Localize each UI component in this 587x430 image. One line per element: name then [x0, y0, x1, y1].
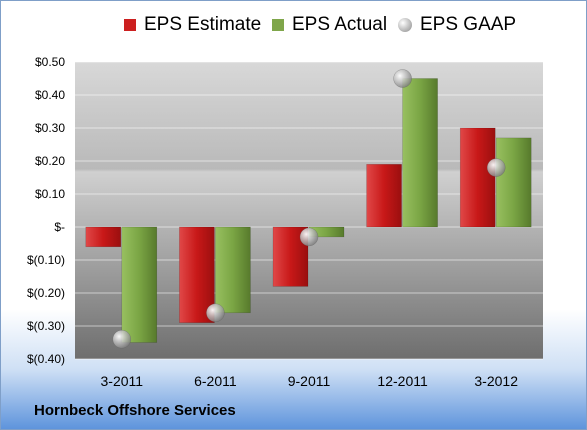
legend-swatch-eps-actual [272, 19, 284, 31]
point-eps-gaap [112, 329, 132, 349]
legend-marker-eps-gaap [398, 18, 412, 32]
y-tick-label: $0.50 [35, 55, 65, 69]
point-eps-gaap [393, 69, 412, 88]
y-tick-label: $(0.30) [27, 319, 65, 333]
y-tick-label: $0.30 [35, 121, 65, 135]
point-eps-gaap [486, 158, 506, 177]
y-tick-label: $(0.20) [27, 286, 65, 300]
bar-eps-actual [121, 226, 158, 343]
bar-eps-actual [402, 78, 438, 228]
x-tick-label: 3-2012 [474, 373, 518, 389]
legend-label-eps-actual: EPS Actual [292, 14, 388, 35]
y-tick-label: $0.40 [35, 88, 65, 102]
legend-label-eps-gaap: EPS GAAP [420, 14, 517, 35]
legend-swatch-eps-estimate [124, 19, 136, 31]
y-tick-label: $(0.40) [27, 352, 65, 366]
x-tick-label: 12-2011 [377, 373, 428, 389]
legend-item-eps-gaap: EPS GAAP [398, 14, 516, 36]
y-tick-label: $0.10 [35, 187, 65, 201]
legend-item-eps-estimate: EPS Estimate [124, 14, 261, 36]
bar-eps-estimate [85, 226, 122, 248]
y-tick-label: $- [54, 220, 65, 234]
point-eps-gaap [299, 227, 319, 247]
x-tick-label: 6-2011 [194, 373, 237, 389]
y-tick-label: $(0.10) [27, 253, 65, 267]
bar-eps-estimate [366, 164, 402, 228]
bar-eps-estimate [459, 127, 496, 228]
y-tick-label: $0.20 [35, 154, 65, 168]
x-tick-label: 3-2011 [101, 373, 144, 389]
bar-eps-actual [215, 226, 251, 314]
legend: EPS Estimate EPS Actual EPS GAAP [0, 14, 587, 44]
bar-eps-actual [495, 137, 532, 228]
point-eps-gaap [206, 303, 225, 323]
legend-label-eps-estimate: EPS Estimate [144, 14, 262, 35]
legend-item-eps-actual: EPS Actual [272, 14, 387, 36]
company-name: Hornbeck Offshore Services [34, 402, 236, 419]
x-tick-label: 9-2011 [288, 373, 331, 389]
